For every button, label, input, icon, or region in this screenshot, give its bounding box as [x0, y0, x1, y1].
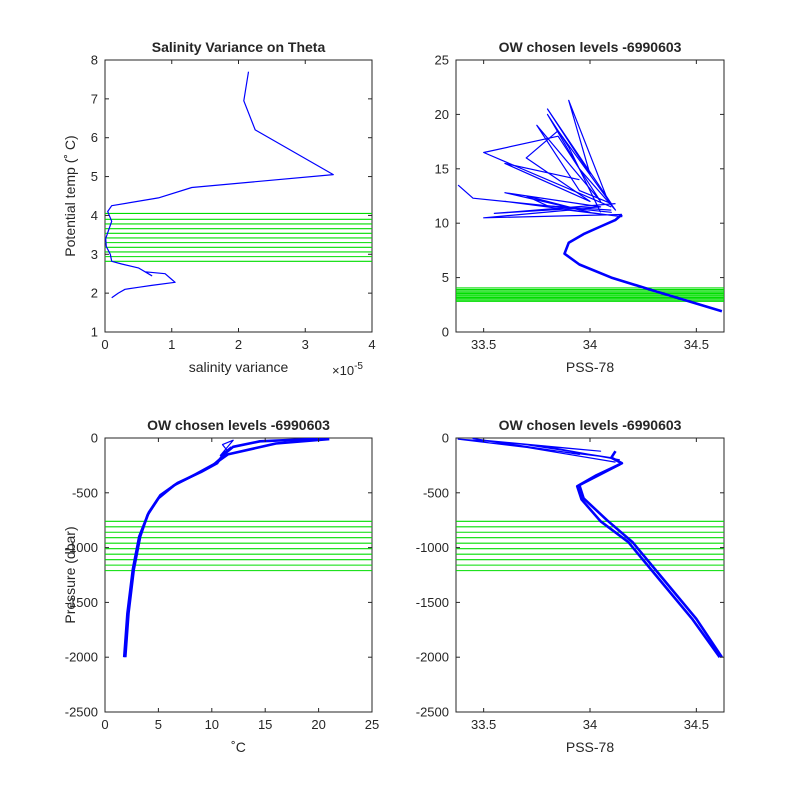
x-tick-label: 34: [583, 337, 597, 352]
series-line: [575, 463, 721, 658]
subplot-4: 33.5 34 34.5 -2500 -2000 -1500 -1000 -500 0 OW ch…: [416, 417, 725, 755]
series-line: [483, 99, 612, 208]
y-axis-label: Pressure (dbar): [62, 526, 78, 623]
y-tick-label: 0: [442, 325, 449, 340]
y-tick-label: 5: [91, 169, 98, 184]
plot-area: [455, 59, 725, 333]
subplot-3: 0 5 10 15 20 25 -2500 -2000 -1500 -1000 -500 0 OW ch…: [62, 417, 379, 755]
x-tick-label: 3: [302, 337, 309, 352]
plot-area: [104, 59, 373, 333]
plot-content: [456, 99, 724, 313]
y-tick-label: -1000: [416, 540, 449, 555]
x-axis-label: PSS-78: [566, 739, 614, 755]
y-tick-label: -1000: [65, 540, 98, 555]
y-tick-label: 20: [435, 107, 449, 122]
x-exponent-power: -5: [354, 361, 363, 372]
x-tick-label: 2: [235, 337, 242, 352]
plot-area: [104, 437, 373, 713]
subplot-2: 33.5 34 34.5 0 5 10 15 20 25 OW chosen levels -69…: [435, 39, 725, 375]
y-tick-label: 3: [91, 247, 98, 262]
plot-content: [456, 438, 724, 658]
subplot-title: OW chosen levels -6990603: [499, 417, 682, 433]
series-line: [457, 438, 620, 463]
y-tick-label: 6: [91, 130, 98, 145]
y-tick-label: 15: [435, 161, 449, 176]
x-tick-label: 15: [258, 717, 272, 732]
y-tick-label: 1: [91, 325, 98, 340]
x-axis-label: salinity variance: [189, 359, 289, 375]
plot-content: [105, 438, 372, 658]
subplot-title: OW chosen levels -6990603: [147, 417, 330, 433]
series-line: [105, 71, 334, 299]
series-line: [122, 438, 324, 658]
y-axis-label: Potential temp (˚ C): [62, 135, 78, 256]
x-tick-label: 0: [101, 717, 108, 732]
series-line: [211, 439, 234, 466]
y-tick-label: -1500: [65, 595, 98, 610]
x-tick-label: 20: [311, 717, 325, 732]
y-tick-label: 25: [435, 53, 449, 68]
x-tick-label: 34: [583, 717, 597, 732]
x-tick-label: 0: [101, 337, 108, 352]
y-tick-label: -1500: [416, 595, 449, 610]
y-tick-label: 4: [91, 208, 98, 223]
y-tick-label: -2000: [65, 650, 98, 665]
x-tick-label: 25: [365, 717, 379, 732]
y-tick-label: 0: [442, 431, 449, 446]
x-tick-label: 34.5: [684, 717, 709, 732]
x-tick-label: 10: [205, 717, 219, 732]
y-tick-label: -2000: [416, 650, 449, 665]
x-axis-label: PSS-78: [566, 359, 614, 375]
y-tick-label: -500: [423, 485, 449, 500]
x-tick-label: 34.5: [684, 337, 709, 352]
y-tick-label: -2500: [65, 705, 98, 720]
y-tick-label: 2: [91, 286, 98, 301]
y-tick-label: 7: [91, 91, 98, 106]
series-line: [504, 113, 617, 213]
y-tick-label: 8: [91, 53, 98, 68]
y-tick-label: 0: [91, 431, 98, 446]
x-tick-label: 4: [368, 337, 375, 352]
y-tick-label: -2500: [416, 705, 449, 720]
series-line: [493, 192, 616, 214]
y-tick-label: 10: [435, 216, 449, 231]
x-exponent-label: ×10-5: [332, 361, 363, 378]
x-tick-label: 1: [168, 337, 175, 352]
x-tick-label: 33.5: [471, 337, 496, 352]
series-line: [563, 213, 723, 313]
y-tick-label: 5: [442, 270, 449, 285]
subplot-title: OW chosen levels -6990603: [499, 39, 682, 55]
y-tick-label: -500: [72, 485, 98, 500]
series-line: [578, 450, 723, 658]
x-tick-label: 33.5: [471, 717, 496, 732]
x-axis-label: ˚C: [231, 739, 246, 755]
plot-content: [105, 71, 372, 299]
plot-area: [455, 437, 725, 713]
x-tick-label: 5: [155, 717, 162, 732]
subplot-title: Salinity Variance on Theta: [152, 39, 326, 55]
